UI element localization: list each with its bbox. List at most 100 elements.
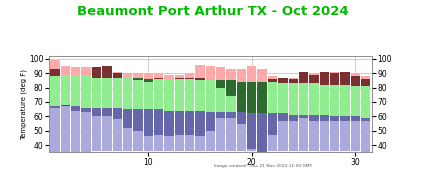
Bar xyxy=(278,113,287,151)
Bar xyxy=(71,76,80,106)
Bar xyxy=(289,83,298,115)
Bar xyxy=(133,80,142,109)
Bar xyxy=(330,72,339,151)
Bar xyxy=(144,109,153,136)
Bar xyxy=(361,118,370,121)
Bar xyxy=(175,79,184,111)
Bar xyxy=(113,108,122,151)
Bar xyxy=(133,109,142,151)
Bar xyxy=(216,88,225,112)
Bar xyxy=(340,72,350,85)
Bar xyxy=(206,112,215,131)
Bar xyxy=(82,108,91,112)
Bar xyxy=(102,70,111,151)
Bar xyxy=(154,73,163,151)
Bar xyxy=(227,69,236,151)
Bar xyxy=(92,78,101,108)
Bar xyxy=(299,72,308,83)
Bar xyxy=(196,111,205,151)
Bar xyxy=(196,65,205,151)
Bar xyxy=(299,83,308,115)
Bar xyxy=(320,72,329,85)
Bar xyxy=(268,113,277,151)
Text: Beaumont Port Arthur TX - Oct 2024: Beaumont Port Arthur TX - Oct 2024 xyxy=(76,5,348,18)
Bar xyxy=(102,66,111,78)
Bar xyxy=(320,115,329,121)
Bar xyxy=(102,108,111,151)
Bar xyxy=(330,116,339,121)
Bar xyxy=(227,112,236,151)
Bar xyxy=(330,85,339,116)
Bar xyxy=(361,79,370,86)
Bar xyxy=(320,85,329,115)
Bar xyxy=(268,113,277,135)
Bar xyxy=(278,83,287,113)
Bar xyxy=(185,79,194,111)
Bar xyxy=(185,73,194,151)
Bar xyxy=(102,78,111,108)
Bar xyxy=(71,106,80,111)
Bar xyxy=(123,109,132,128)
Bar xyxy=(258,82,267,113)
Bar xyxy=(71,76,80,106)
Bar xyxy=(164,79,174,111)
Bar xyxy=(216,80,225,112)
Bar xyxy=(123,78,132,109)
Bar xyxy=(113,73,122,78)
Bar xyxy=(123,109,132,151)
Bar xyxy=(154,109,163,151)
Bar xyxy=(154,109,163,135)
Bar xyxy=(216,112,225,118)
Bar xyxy=(175,111,184,135)
Bar xyxy=(196,78,205,81)
Bar xyxy=(247,113,256,149)
Bar xyxy=(196,80,205,111)
Bar xyxy=(92,68,101,78)
Bar xyxy=(71,68,80,152)
Bar xyxy=(227,96,236,112)
Bar xyxy=(309,83,319,115)
Bar xyxy=(299,75,308,151)
Bar xyxy=(351,86,360,116)
Bar xyxy=(51,76,60,106)
Bar xyxy=(309,115,319,151)
Bar xyxy=(133,78,142,109)
Bar xyxy=(309,73,319,151)
Bar xyxy=(361,76,370,152)
Bar xyxy=(320,73,329,151)
Bar xyxy=(258,113,267,151)
Bar xyxy=(289,79,298,83)
Bar xyxy=(71,106,80,152)
Bar xyxy=(175,111,184,151)
Bar xyxy=(196,80,205,111)
Bar xyxy=(51,60,60,152)
Bar xyxy=(113,78,122,108)
Bar xyxy=(102,78,111,108)
Bar xyxy=(51,106,60,152)
Bar xyxy=(164,111,174,151)
Bar xyxy=(340,85,350,116)
Bar xyxy=(216,68,225,151)
Bar xyxy=(113,72,122,151)
Bar xyxy=(61,106,70,152)
Bar xyxy=(237,112,246,151)
Bar xyxy=(113,78,122,108)
Bar xyxy=(82,76,91,108)
Bar xyxy=(185,111,194,135)
Bar xyxy=(278,78,287,151)
Bar xyxy=(340,85,350,116)
Bar xyxy=(330,85,339,116)
Bar xyxy=(175,75,184,151)
Bar xyxy=(299,115,308,151)
Bar xyxy=(61,66,70,152)
Bar xyxy=(258,69,267,151)
Bar xyxy=(185,78,194,79)
Bar xyxy=(340,116,350,151)
Bar xyxy=(185,79,194,111)
Bar xyxy=(144,79,153,109)
Bar xyxy=(61,76,70,106)
Bar xyxy=(289,115,298,121)
Bar xyxy=(268,82,277,113)
Bar xyxy=(278,83,287,113)
Bar xyxy=(133,109,142,131)
